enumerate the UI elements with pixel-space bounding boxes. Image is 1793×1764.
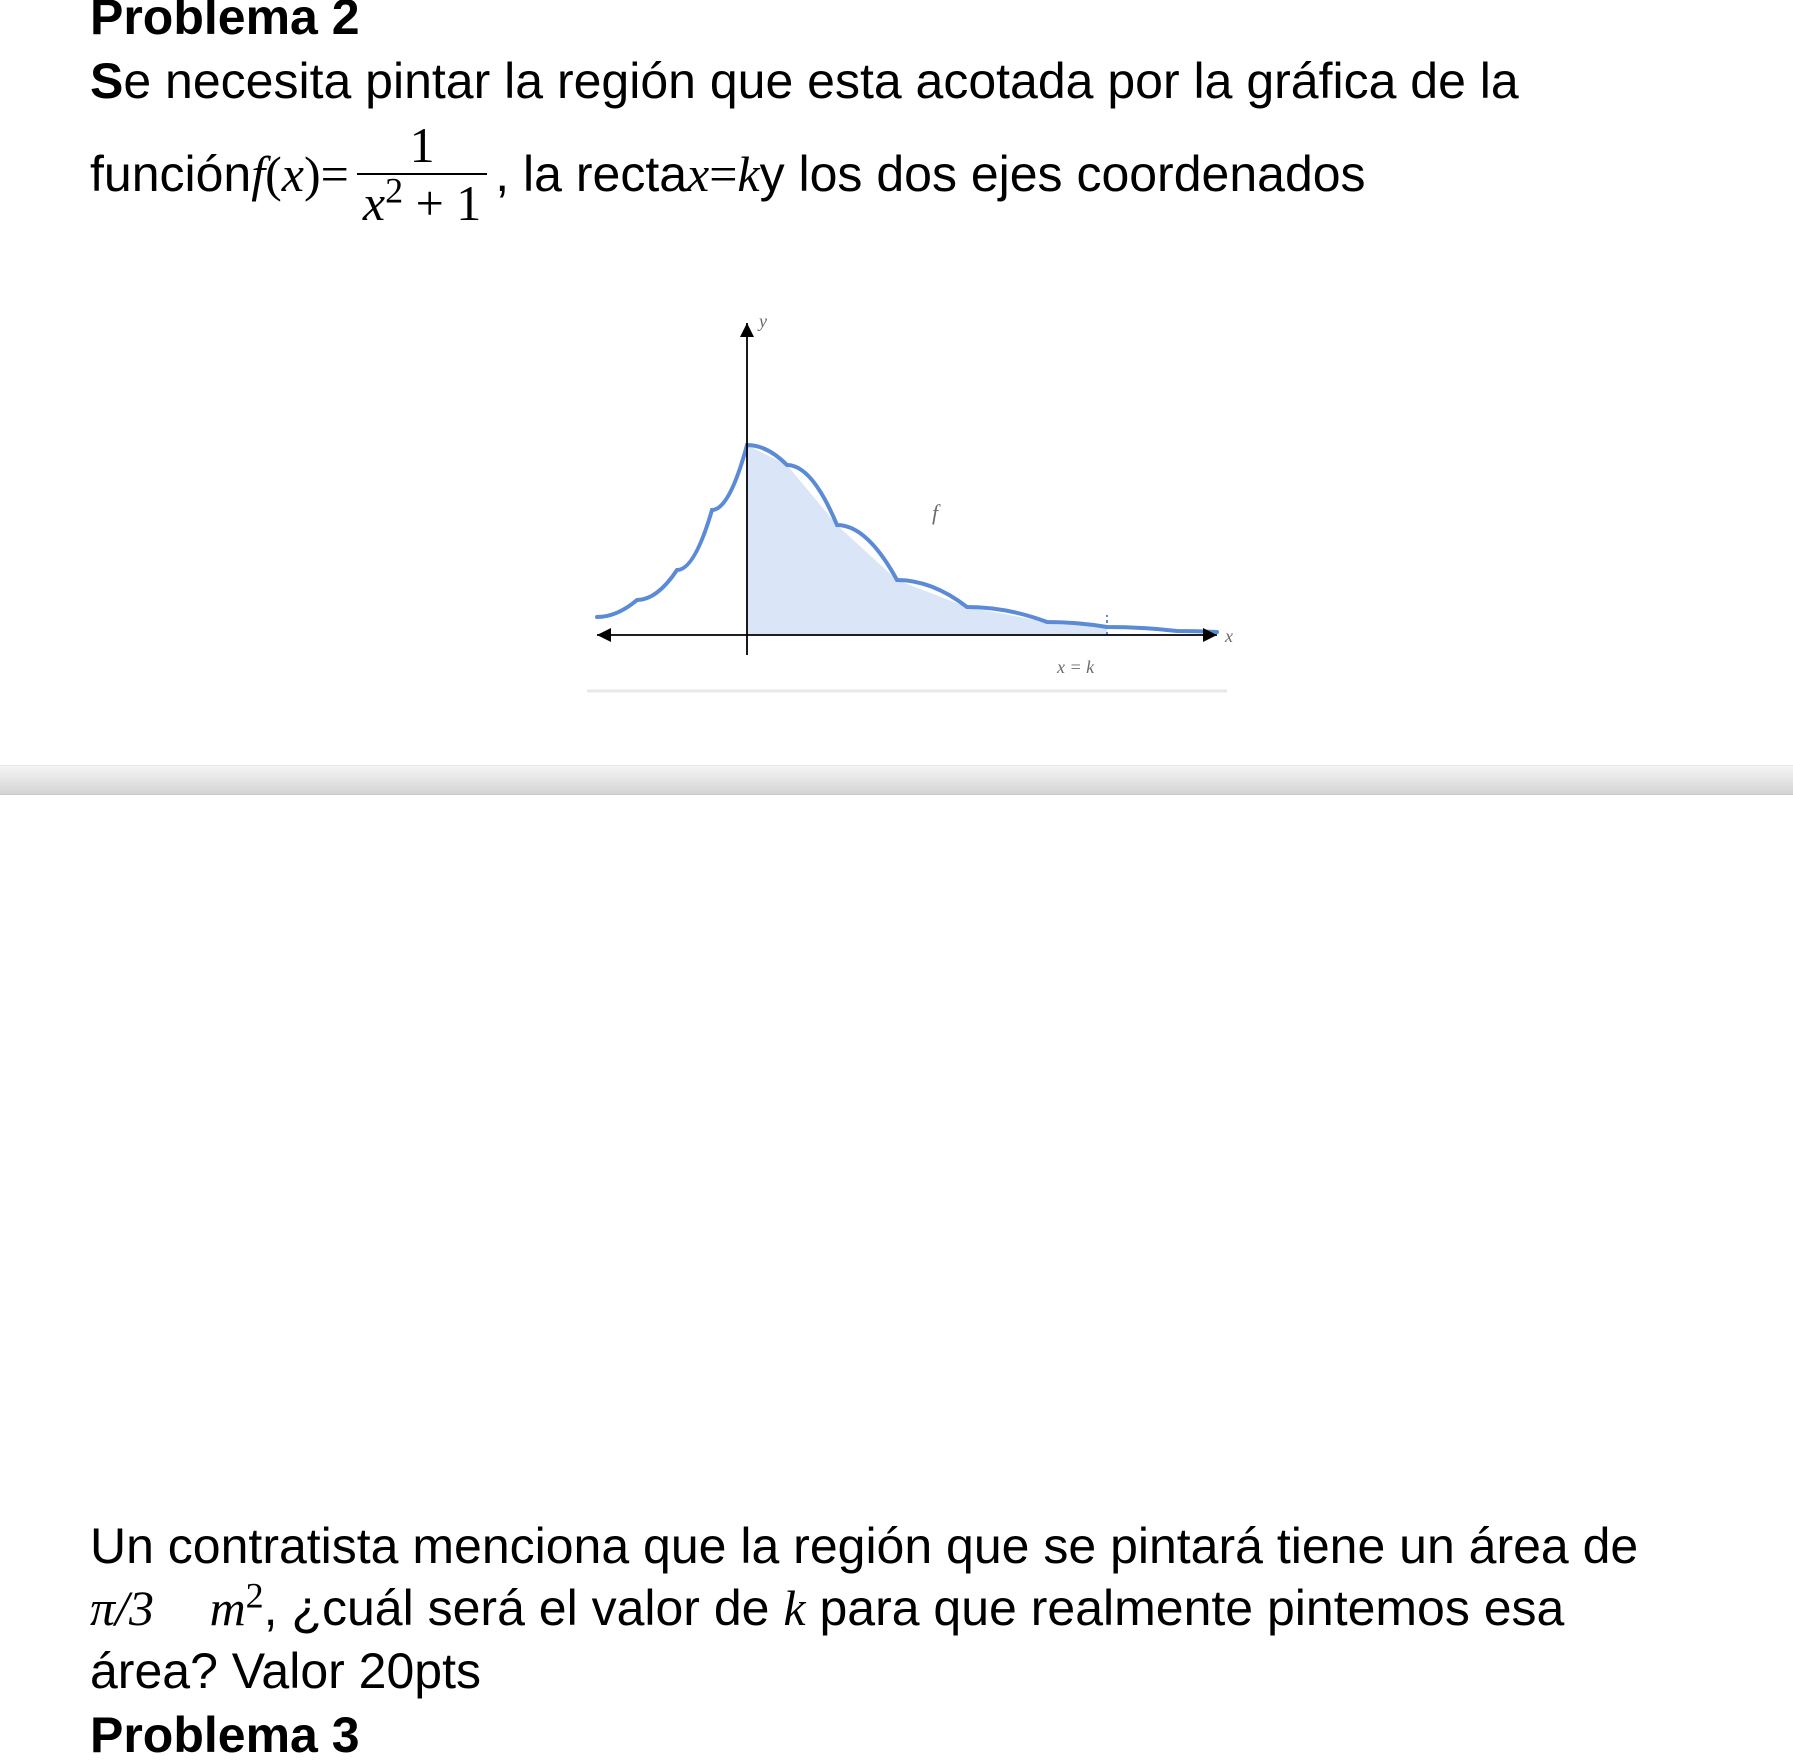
problem-2-heading: Problema 2 xyxy=(90,0,1703,46)
page-separator xyxy=(0,765,1793,795)
fraction-den: x2 + 1 xyxy=(357,175,487,230)
bottom-line2-mid: , ¿cuál será el valor de xyxy=(264,1580,784,1636)
bottom-line-3: área? Valor 20pts xyxy=(90,1640,1703,1703)
fraction-den-exp: 2 xyxy=(385,170,403,210)
fraction-den-plus: + 1 xyxy=(403,175,481,231)
figure-container: y x f x = k xyxy=(90,295,1703,735)
bottom-k: k xyxy=(783,1580,805,1636)
func-x: x xyxy=(282,143,304,206)
func-equals: = xyxy=(321,143,349,206)
svg-text:y: y xyxy=(757,311,767,331)
line1-rest: e necesita pintar la región que esta aco… xyxy=(123,53,1518,109)
recta-k: k xyxy=(737,143,759,206)
recta-x: x xyxy=(687,143,709,206)
func-f: f xyxy=(251,143,265,206)
bottom-line-2: π/3 m2, ¿cuál será el valor de k para qu… xyxy=(90,1577,1703,1640)
func-paren-open: ( xyxy=(265,143,282,206)
line2-prefix: función xyxy=(90,143,251,206)
svg-text:x: x xyxy=(1224,626,1233,646)
line1-lead: S xyxy=(90,53,123,109)
pi-over-3: π/3 xyxy=(90,1580,154,1636)
problem-2-line-2: función f ( x ) = 1 x2 + 1 , la recta x … xyxy=(90,119,1703,230)
line2-tail: y los dos ejes coordenados xyxy=(760,143,1366,206)
bottom-line2-tail: para que realmente pintemos esa xyxy=(806,1580,1565,1636)
unit-m: m xyxy=(210,1580,246,1636)
problem-2-line-1: Se necesita pintar la región que esta ac… xyxy=(90,50,1703,113)
fraction-den-x: x xyxy=(363,175,385,231)
blank-gap xyxy=(0,795,1793,1515)
svg-text:f: f xyxy=(932,500,941,525)
line2-after-frac: , la recta xyxy=(495,143,687,206)
svg-text:x = k: x = k xyxy=(1056,657,1095,677)
problem-3-heading: Problema 3 xyxy=(90,1706,1703,1764)
func-paren-close: ) xyxy=(304,143,321,206)
function-plot: y x f x = k xyxy=(537,295,1257,735)
unit-exp: 2 xyxy=(246,1575,264,1615)
recta-eq: = xyxy=(709,143,737,206)
fraction-num: 1 xyxy=(404,119,441,174)
bottom-line-1: Un contratista menciona que la región qu… xyxy=(90,1515,1703,1578)
fraction-1-over-x2plus1: 1 x2 + 1 xyxy=(357,119,487,230)
